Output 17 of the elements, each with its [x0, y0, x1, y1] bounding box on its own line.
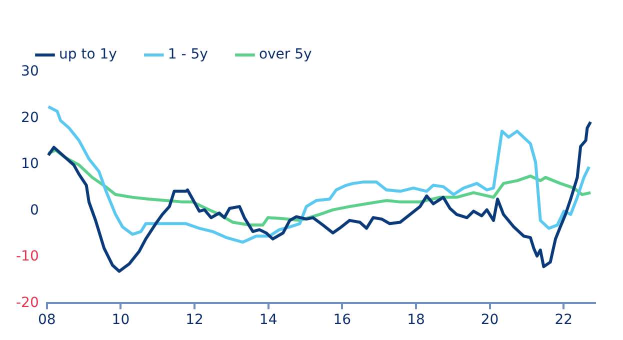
legend-label: over 5y: [258, 46, 312, 63]
x-tick-label: 20: [480, 312, 499, 328]
x-tick-label: 16: [333, 312, 352, 328]
y-tick-label: 0: [30, 202, 39, 218]
x-tick-label: 22: [554, 312, 573, 328]
x-tick-label: 08: [38, 312, 56, 328]
x-tick-label: 10: [112, 312, 130, 328]
legend-label: up to 1y: [59, 46, 117, 63]
legend-label: 1 - 5y: [168, 46, 208, 63]
x-tick-label: 12: [186, 312, 204, 328]
y-tick-label: 10: [21, 156, 39, 172]
y-tick-label: -10: [16, 248, 39, 265]
y-tick-label: 30: [21, 64, 39, 80]
y-tick-label: -20: [16, 294, 39, 311]
x-tick-label: 18: [407, 312, 425, 328]
y-tick-label: 20: [21, 110, 39, 126]
x-tick-label: 14: [259, 312, 278, 328]
